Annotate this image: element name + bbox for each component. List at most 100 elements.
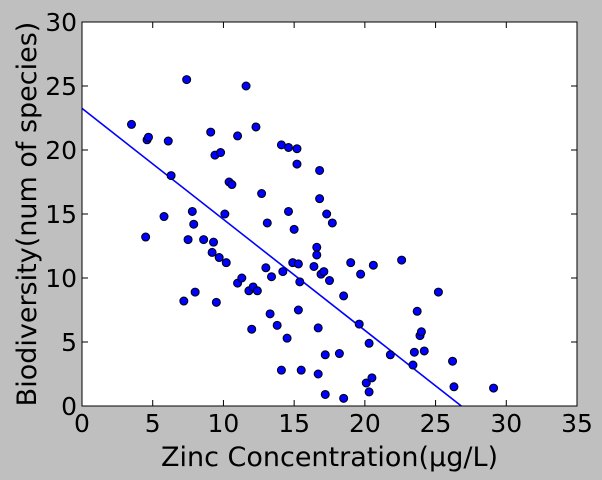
data-point [416, 327, 426, 337]
data-point [315, 194, 325, 204]
x-tick-label: 15 [278, 409, 310, 438]
data-point [179, 296, 189, 306]
data-point [143, 132, 153, 142]
data-point [247, 324, 257, 334]
data-point [141, 232, 151, 242]
data-point [220, 209, 230, 219]
data-point [397, 255, 407, 265]
data-point [361, 378, 371, 388]
data-point [354, 319, 364, 329]
data-point [320, 389, 330, 399]
data-point [367, 373, 377, 383]
data-point [325, 276, 334, 286]
data-point [292, 144, 302, 154]
data-point [187, 206, 197, 216]
data-point [216, 148, 226, 158]
x-tick-label: 30 [490, 409, 522, 438]
data-point [272, 320, 282, 330]
data-point [412, 306, 422, 316]
x-tick-labels: 0 5 10 15 20 25 30 35 [74, 409, 593, 438]
data-point [237, 273, 247, 283]
x-tick-label: 10 [208, 409, 240, 438]
data-point [312, 242, 322, 252]
data-point [296, 365, 306, 375]
data-point [214, 253, 224, 263]
data-point [313, 369, 323, 379]
data-point [364, 338, 374, 348]
y-tick-labels: 0 5 10 15 20 25 30 [45, 8, 77, 421]
y-axis-label: Biodiversity(num of species) [12, 22, 43, 407]
data-point [356, 269, 366, 279]
data-point [289, 224, 299, 234]
y-tick-label: 5 [61, 328, 77, 357]
x-tick-label: 20 [349, 409, 381, 438]
axis-ticks [81, 21, 578, 407]
y-tick-label: 0 [61, 392, 77, 421]
data-point [339, 393, 349, 403]
data-point [327, 218, 337, 228]
data-point [315, 165, 325, 175]
regression-line [81, 107, 462, 407]
data-point [233, 131, 243, 141]
data-point [251, 122, 261, 132]
y-tick-label: 25 [45, 72, 77, 101]
data-point [322, 209, 332, 219]
data-point [346, 258, 356, 268]
data-point [227, 180, 237, 190]
data-point [262, 218, 272, 228]
data-point [282, 333, 292, 343]
x-tick-label: 35 [561, 409, 593, 438]
data-point [183, 235, 193, 245]
data-point [364, 387, 374, 397]
data-point [334, 349, 344, 359]
data-point [433, 287, 443, 297]
data-point [312, 250, 322, 260]
data-point [409, 347, 419, 357]
data-point [211, 297, 221, 307]
regression-line-layer [81, 107, 462, 407]
x-tick-label: 0 [74, 409, 90, 438]
x-axis-label: Zinc Concentration(µg/L) [161, 442, 498, 473]
data-point [283, 206, 293, 216]
data-point [368, 260, 378, 270]
data-point [267, 272, 277, 282]
data-point [489, 383, 499, 393]
data-point [295, 277, 305, 287]
data-point [163, 136, 173, 146]
y-tick-label: 20 [45, 136, 77, 165]
data-point [252, 286, 262, 296]
data-point [241, 81, 251, 91]
data-point [159, 212, 169, 222]
data-point [283, 142, 293, 152]
data-point [448, 356, 458, 366]
data-point [309, 261, 319, 271]
data-point [293, 259, 303, 269]
data-point [199, 235, 209, 245]
data-point [313, 323, 323, 333]
y-tick-label: 10 [45, 264, 77, 293]
data-point [320, 350, 330, 360]
data-point [206, 127, 216, 137]
data-point [319, 267, 329, 277]
y-tick-label: 30 [45, 8, 77, 37]
data-point [385, 350, 395, 360]
data-point [261, 263, 271, 273]
data-point [292, 159, 302, 169]
data-point [166, 171, 176, 181]
data-point [278, 267, 288, 277]
y-tick-label: 15 [45, 200, 77, 229]
data-point [189, 219, 199, 229]
data-points [127, 75, 499, 403]
data-point [257, 189, 267, 199]
data-point [339, 291, 349, 301]
data-point [221, 258, 231, 268]
data-point [190, 287, 200, 297]
data-point [127, 119, 136, 129]
data-point [207, 247, 217, 257]
x-tick-label: 25 [420, 409, 452, 438]
data-point [449, 382, 459, 392]
data-point [265, 309, 275, 319]
x-tick-label: 5 [145, 409, 161, 438]
data-point [276, 365, 286, 375]
